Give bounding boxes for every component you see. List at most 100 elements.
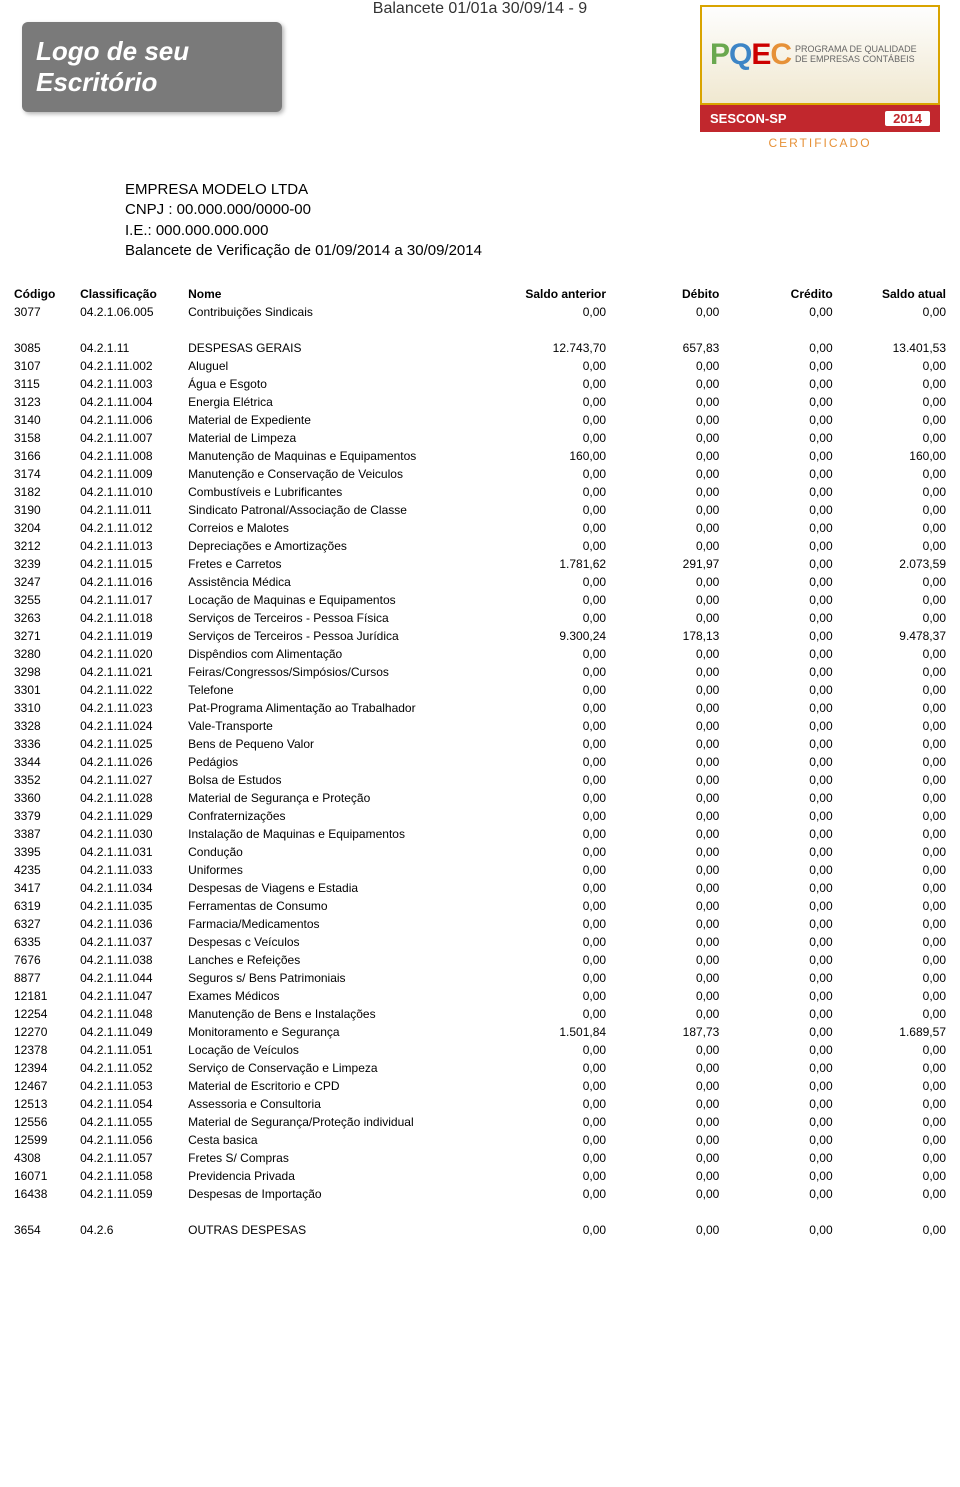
cell-codigo: 3174 <box>10 465 76 483</box>
cell-saldo-anterior: 0,00 <box>497 375 610 393</box>
cell-saldo-atual: 0,00 <box>837 591 950 609</box>
cell-credito: 0,00 <box>723 645 836 663</box>
cell-saldo-atual: 0,00 <box>837 1221 950 1239</box>
cell-saldo-anterior: 0,00 <box>497 573 610 591</box>
cell-saldo-anterior: 0,00 <box>497 1149 610 1167</box>
table-row: 341704.2.1.11.034Despesas de Viagens e E… <box>10 879 950 897</box>
table-row: 1246704.2.1.11.053Material de Escritorio… <box>10 1077 950 1095</box>
cell-debito: 0,00 <box>610 447 723 465</box>
table-row: 327104.2.1.11.019Serviços de Terceiros -… <box>10 627 950 645</box>
table-row: 335204.2.1.11.027Bolsa de Estudos0,000,0… <box>10 771 950 789</box>
cell-saldo-atual: 9.478,37 <box>837 627 950 645</box>
cell-saldo-anterior: 0,00 <box>497 933 610 951</box>
cell-saldo-atual: 0,00 <box>837 537 950 555</box>
table-row: 631904.2.1.11.035Ferramentas de Consumo0… <box>10 897 950 915</box>
cell-nome: DESPESAS GERAIS <box>184 339 497 357</box>
cell-saldo-atual: 0,00 <box>837 1077 950 1095</box>
cell-codigo: 12394 <box>10 1059 76 1077</box>
cell-credito: 0,00 <box>723 771 836 789</box>
cell-codigo: 12254 <box>10 1005 76 1023</box>
cell-classificacao: 04.2.1.11.002 <box>76 357 184 375</box>
cell-saldo-atual: 0,00 <box>837 915 950 933</box>
document-title: Balancete de Verificação de 01/09/2014 a… <box>125 241 482 261</box>
cell-saldo-anterior: 0,00 <box>497 1131 610 1149</box>
cell-saldo-atual: 0,00 <box>837 735 950 753</box>
cell-debito: 0,00 <box>610 699 723 717</box>
cell-credito: 0,00 <box>723 357 836 375</box>
cell-credito: 0,00 <box>723 375 836 393</box>
cell-credito: 0,00 <box>723 1167 836 1185</box>
cell-credito: 0,00 <box>723 591 836 609</box>
cell-saldo-atual: 0,00 <box>837 303 950 321</box>
page-header-title: Balancete 01/01a 30/09/14 - 9 <box>373 0 587 18</box>
pqec-letter-p: P <box>710 38 729 71</box>
table-row: 314004.2.1.11.006Material de Expediente0… <box>10 411 950 429</box>
cell-saldo-anterior: 0,00 <box>497 483 610 501</box>
cell-nome: Telefone <box>184 681 497 699</box>
cell-debito: 0,00 <box>610 501 723 519</box>
cell-debito: 0,00 <box>610 1131 723 1149</box>
cell-credito: 0,00 <box>723 1077 836 1095</box>
cell-credito: 0,00 <box>723 411 836 429</box>
table-row: 423504.2.1.11.033Uniformes0,000,000,000,… <box>10 861 950 879</box>
col-codigo: Código <box>10 285 76 303</box>
table-row: 311504.2.1.11.003Água e Esgoto0,000,000,… <box>10 375 950 393</box>
cell-nome: Previdencia Privada <box>184 1167 497 1185</box>
cell-saldo-atual: 0,00 <box>837 393 950 411</box>
cell-nome: Material de Segurança e Proteção <box>184 789 497 807</box>
cell-saldo-anterior: 9.300,24 <box>497 627 610 645</box>
cell-credito: 0,00 <box>723 861 836 879</box>
cell-classificacao: 04.2.1.11.059 <box>76 1185 184 1203</box>
cell-debito: 178,13 <box>610 627 723 645</box>
cell-nome: Correios e Malotes <box>184 519 497 537</box>
cell-classificacao: 04.2.1.11.022 <box>76 681 184 699</box>
cell-saldo-atual: 0,00 <box>837 357 950 375</box>
table-header-row: Código Classificação Nome Saldo anterior… <box>10 285 950 303</box>
cell-nome: Uniformes <box>184 861 497 879</box>
cell-debito: 0,00 <box>610 717 723 735</box>
cell-nome: Fretes e Carretos <box>184 555 497 573</box>
cell-codigo: 3239 <box>10 555 76 573</box>
cell-credito: 0,00 <box>723 825 836 843</box>
cell-credito: 0,00 <box>723 735 836 753</box>
cell-credito: 0,00 <box>723 699 836 717</box>
pqec-subtitle: PROGRAMA DE QUALIDADE DE EMPRESAS CONTÁB… <box>795 45 930 65</box>
cell-debito: 0,00 <box>610 1167 723 1185</box>
cell-saldo-atual: 0,00 <box>837 1059 950 1077</box>
cell-codigo: 3328 <box>10 717 76 735</box>
cell-credito: 0,00 <box>723 1005 836 1023</box>
cell-debito: 0,00 <box>610 879 723 897</box>
cell-codigo: 3387 <box>10 825 76 843</box>
cell-debito: 0,00 <box>610 465 723 483</box>
cell-credito: 0,00 <box>723 969 836 987</box>
cell-classificacao: 04.2.1.11.054 <box>76 1095 184 1113</box>
table-row: 329804.2.1.11.021Feiras/Congressos/Simpó… <box>10 663 950 681</box>
cell-nome: Despesas c Veículos <box>184 933 497 951</box>
cell-saldo-anterior: 0,00 <box>497 1005 610 1023</box>
table-row: 632704.2.1.11.036Farmacia/Medicamentos0,… <box>10 915 950 933</box>
pqec-bar: SESCON-SP 2014 <box>700 105 940 132</box>
cell-credito: 0,00 <box>723 1041 836 1059</box>
cell-codigo: 6319 <box>10 897 76 915</box>
cell-nome: Aluguel <box>184 357 497 375</box>
cell-codigo: 3204 <box>10 519 76 537</box>
pqec-logo: PQEC <box>710 38 791 72</box>
cell-codigo: 3115 <box>10 375 76 393</box>
cell-debito: 0,00 <box>610 375 723 393</box>
cell-classificacao: 04.2.1.11.009 <box>76 465 184 483</box>
cell-debito: 0,00 <box>610 1095 723 1113</box>
cell-saldo-anterior: 0,00 <box>497 915 610 933</box>
cell-debito: 657,83 <box>610 339 723 357</box>
table-row: 315804.2.1.11.007Material de Limpeza0,00… <box>10 429 950 447</box>
cell-codigo: 3182 <box>10 483 76 501</box>
cell-credito: 0,00 <box>723 303 836 321</box>
cell-codigo: 3166 <box>10 447 76 465</box>
cell-codigo: 3212 <box>10 537 76 555</box>
cell-codigo: 3310 <box>10 699 76 717</box>
balance-table-wrap: Código Classificação Nome Saldo anterior… <box>10 285 950 1239</box>
cell-debito: 0,00 <box>610 1149 723 1167</box>
cell-debito: 0,00 <box>610 645 723 663</box>
cell-codigo: 7676 <box>10 951 76 969</box>
cell-nome: Fretes S/ Compras <box>184 1149 497 1167</box>
cell-debito: 0,00 <box>610 573 723 591</box>
